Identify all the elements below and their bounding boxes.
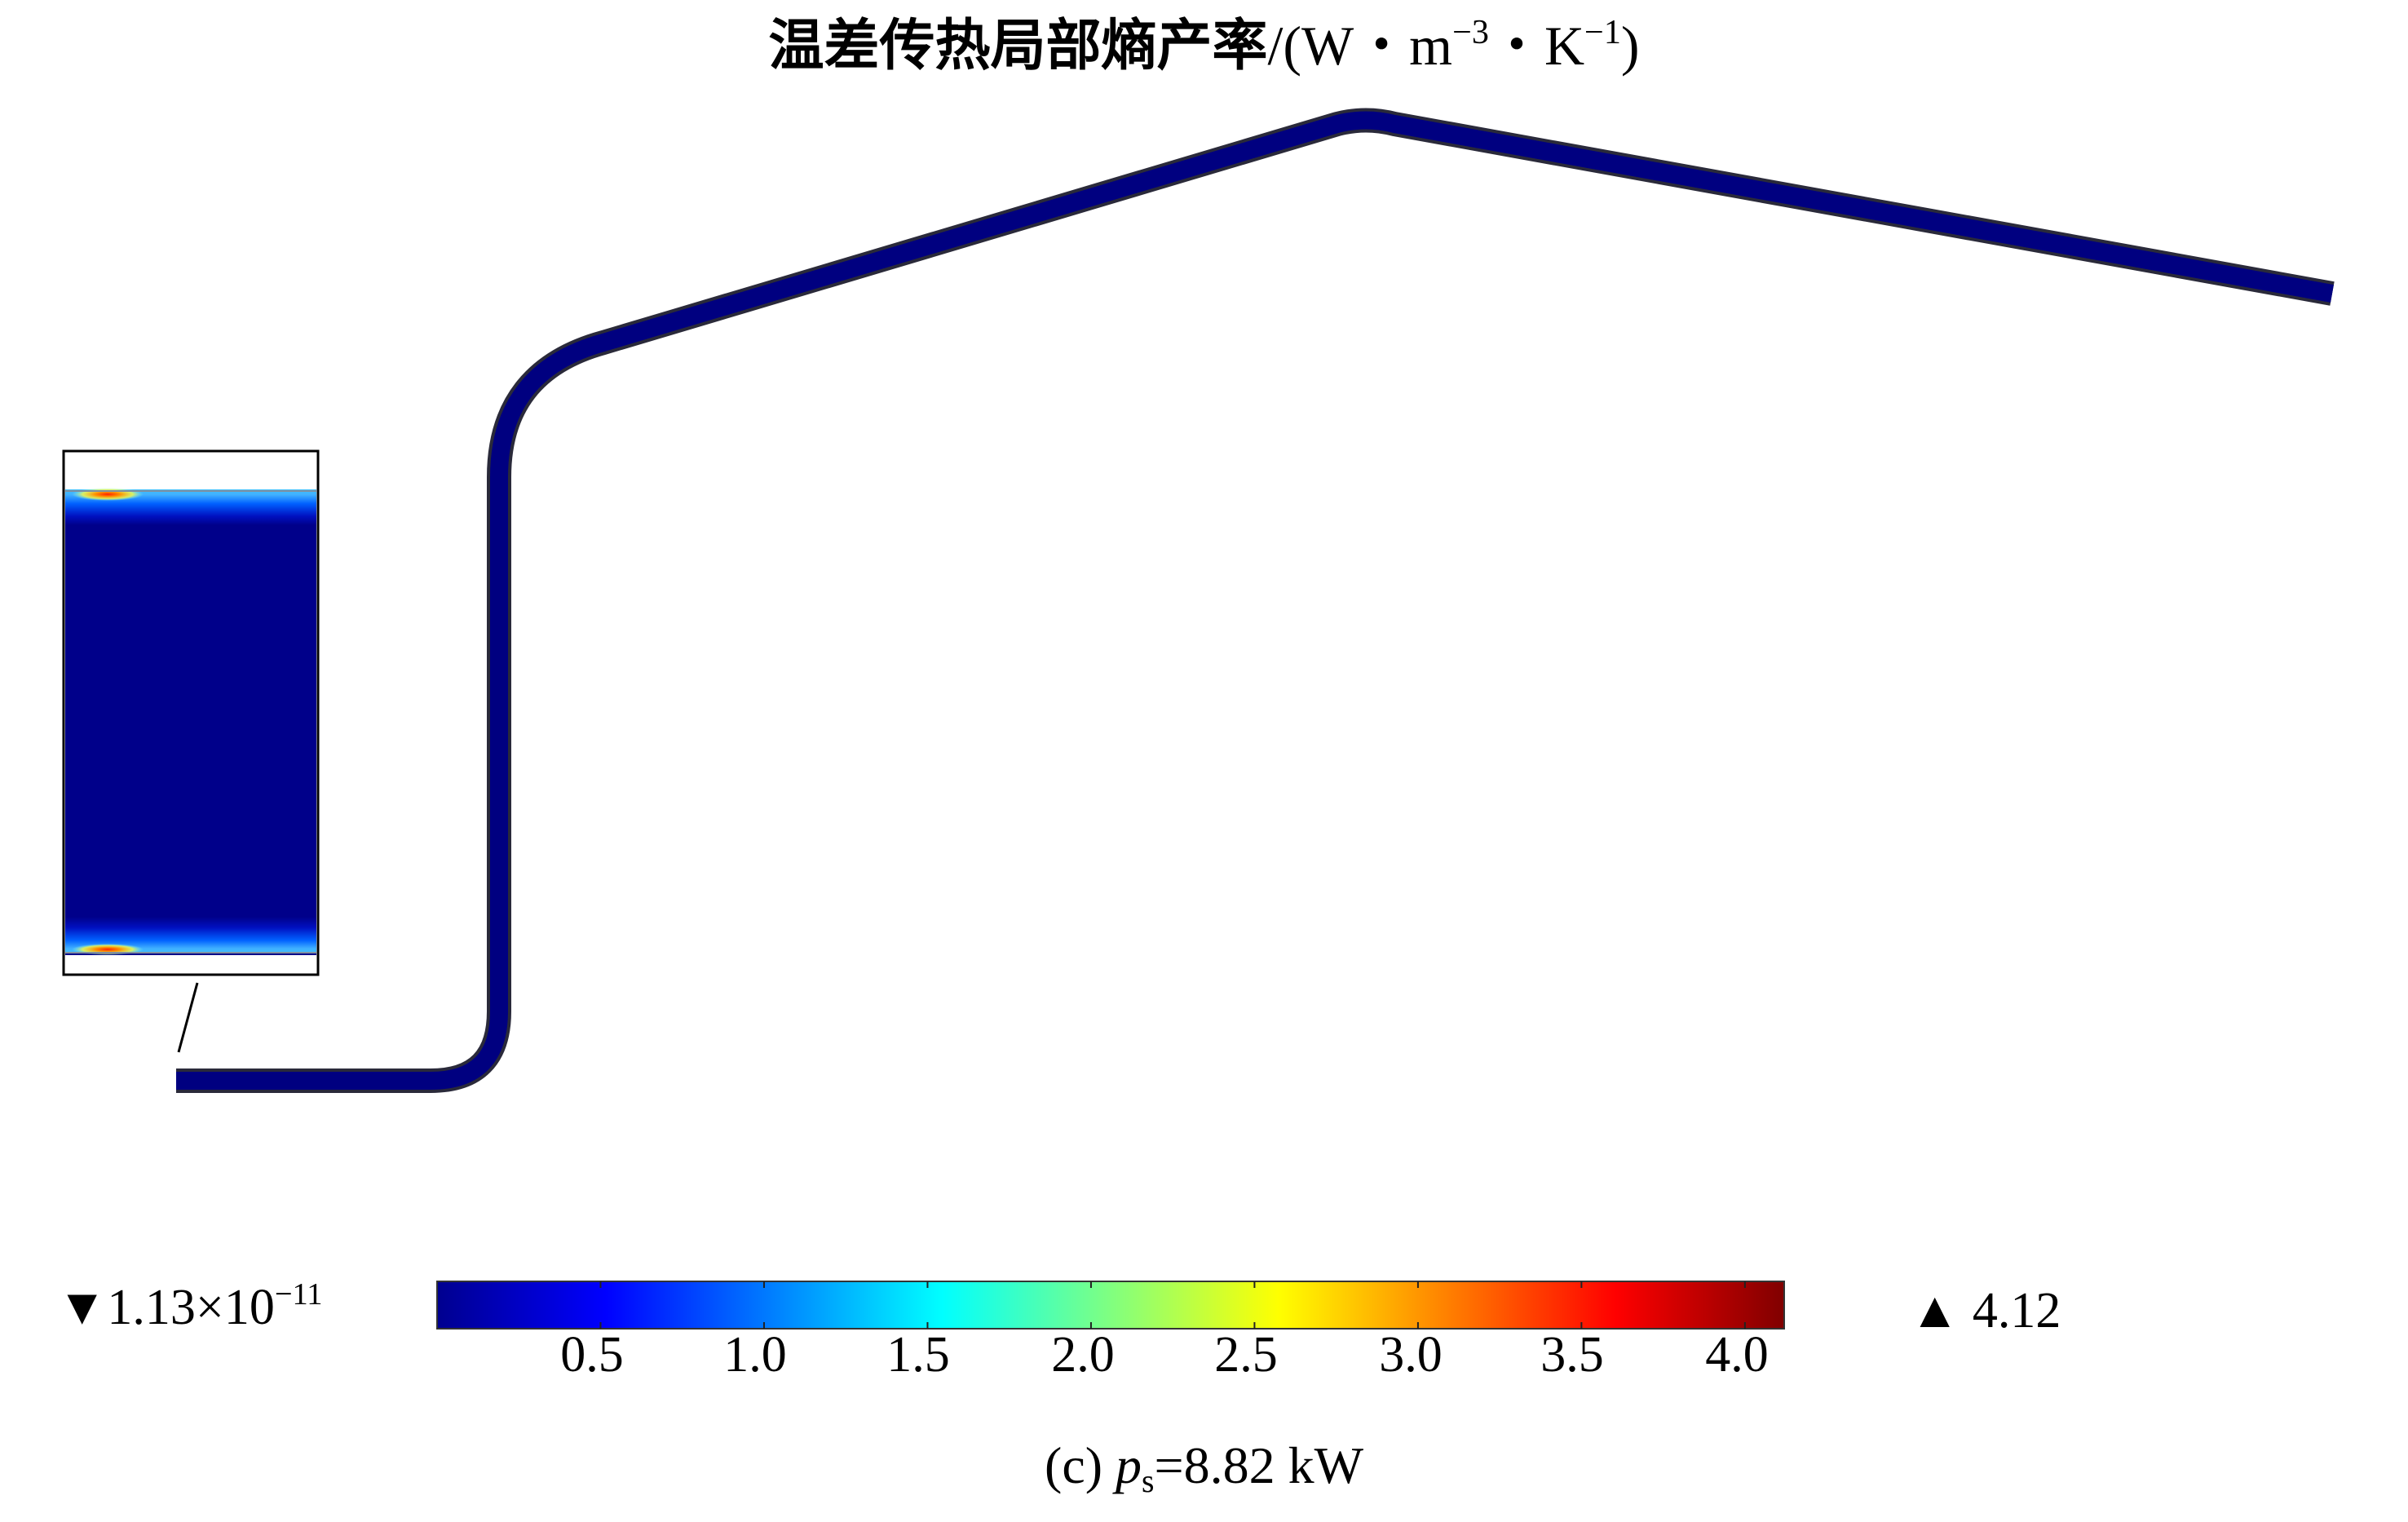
colorbar-tick-label: 0.5 <box>560 1327 624 1383</box>
caption-var: p <box>1116 1436 1142 1494</box>
inset-bulk <box>65 493 316 955</box>
colorbar-ticks <box>599 1281 1746 1329</box>
caption-sub: s <box>1142 1463 1155 1500</box>
inset-top-hotspot <box>72 488 144 501</box>
colorbar-tick-label: 1.5 <box>886 1327 950 1383</box>
figure-caption: (c) ps=8.82 kW <box>0 1440 2408 1498</box>
colorbar-min-label: ▼1.13×10−11 <box>57 1279 323 1335</box>
colorbar-tick-label: 4.0 <box>1705 1327 1769 1383</box>
title-unit-suffix: ) <box>1620 15 1640 77</box>
title-unit-exp2: −1 <box>1584 12 1621 51</box>
pipe <box>176 108 2335 1093</box>
colorbar-gradient <box>436 1281 1785 1330</box>
colorbar-tick-label: 3.5 <box>1540 1327 1604 1383</box>
colorbar-max-label: ▲ 4.12 <box>1910 1285 2061 1336</box>
max-value: 4.12 <box>1972 1283 2061 1338</box>
caption-value: =8.82 kW <box>1154 1436 1363 1494</box>
min-value-exp: −11 <box>274 1277 323 1312</box>
inset-zoom <box>62 449 320 1053</box>
title-quantity: 温差传热局部熵产率 <box>768 14 1268 78</box>
title-unit-mid: ・K <box>1488 15 1585 77</box>
plot-title: 温差传热局部熵产率/(W・m−3・K−1) <box>0 15 2408 77</box>
colorbar-tick-label: 2.0 <box>1051 1327 1115 1383</box>
inset-leader-line <box>177 982 199 1053</box>
colorbar-tick-label: 1.0 <box>723 1327 787 1383</box>
colorbar <box>436 1281 1785 1330</box>
min-value-base: 1.13×10 <box>107 1280 275 1335</box>
title-unit-prefix: /(W・m <box>1267 15 1453 77</box>
pipe-body <box>176 111 2334 1090</box>
title-unit-exp1: −3 <box>1452 12 1489 51</box>
colorbar-tick-label: 2.5 <box>1214 1327 1278 1383</box>
min-marker-icon: ▼ <box>57 1280 108 1335</box>
colorbar-tick-label: 3.0 <box>1379 1327 1443 1383</box>
caption-prefix: (c) <box>1045 1436 1116 1494</box>
max-marker-icon: ▲ <box>1910 1283 1960 1338</box>
